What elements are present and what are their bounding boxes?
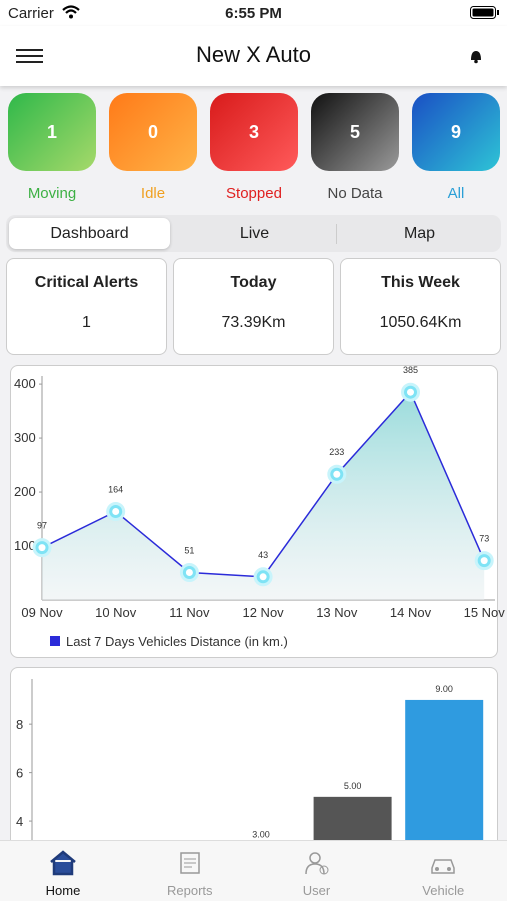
x-tick-label: 12 Nov bbox=[242, 605, 284, 620]
tab[interactable]: Live bbox=[239, 224, 270, 242]
status-label: No Data bbox=[327, 185, 383, 202]
wifi-icon bbox=[62, 5, 80, 19]
nav-icon bbox=[431, 859, 455, 874]
data-label: 3.00 bbox=[252, 829, 270, 839]
legend-label: Last 7 Days Vehicles Distance (in km.) bbox=[66, 634, 288, 649]
nav-item[interactable]: User bbox=[254, 841, 380, 901]
summary-card: Today 73.39Km bbox=[173, 258, 334, 355]
nav-item[interactable]: Vehicle bbox=[380, 841, 506, 901]
data-label: 385 bbox=[403, 365, 418, 375]
x-tick-label: 10 Nov bbox=[95, 605, 137, 620]
status-label: Moving bbox=[27, 185, 77, 202]
point-core bbox=[38, 544, 46, 552]
notification-button[interactable] bbox=[469, 48, 483, 64]
point-core bbox=[407, 388, 414, 396]
point-core bbox=[259, 573, 267, 581]
tab-bar: Dashboard Live Map bbox=[6, 215, 501, 252]
y-tick-label: 8 bbox=[16, 717, 23, 732]
nav-icon bbox=[180, 852, 200, 874]
nav-label: Reports bbox=[166, 883, 213, 898]
data-label: 164 bbox=[108, 484, 123, 494]
x-tick-label: 15 Nov bbox=[464, 605, 506, 620]
status-label: All bbox=[447, 185, 465, 202]
card-value: 1050.64Km bbox=[379, 314, 462, 331]
status-tile[interactable]: 9 bbox=[412, 93, 500, 171]
card-title: Critical Alerts bbox=[34, 274, 139, 291]
card-title: Today bbox=[230, 274, 277, 291]
carrier: Carrier bbox=[8, 5, 54, 22]
nav-item[interactable]: Home bbox=[0, 841, 126, 901]
data-label: 233 bbox=[329, 447, 344, 457]
nav-label: User bbox=[302, 883, 331, 898]
data-label: 5.00 bbox=[344, 781, 362, 791]
line-chart: 100 200 300 400 09 Nov 10 Nov 11 Nov 12 Nov 13 N… bbox=[14, 365, 506, 649]
point-core bbox=[480, 557, 488, 565]
card-title: This Week bbox=[381, 274, 460, 291]
y-tick-label: 400 bbox=[14, 376, 36, 391]
data-label: 9.00 bbox=[435, 684, 453, 694]
area bbox=[42, 392, 485, 600]
card-value: 73.39Km bbox=[221, 314, 286, 331]
status-tile[interactable]: 5 bbox=[311, 93, 399, 171]
card-value: 1 bbox=[82, 314, 91, 331]
data-label: 73 bbox=[479, 534, 489, 544]
bar bbox=[405, 699, 484, 840]
status-tile[interactable]: 3 bbox=[210, 93, 298, 171]
x-tick-label: 14 Nov bbox=[390, 605, 432, 620]
bar-chart: 4 6 8 3.00 5.00 9.00 bbox=[16, 679, 484, 840]
status-bar: Carrier 6:55 PM bbox=[0, 0, 507, 26]
x-tick-label: 13 Nov bbox=[316, 605, 358, 620]
bar bbox=[313, 796, 392, 840]
menu-button[interactable] bbox=[16, 48, 44, 66]
tab[interactable]: Dashboard bbox=[9, 218, 170, 249]
status-label: Idle bbox=[140, 185, 166, 202]
y-tick-label: 100 bbox=[14, 538, 36, 553]
data-label: 97 bbox=[37, 521, 47, 531]
nav-icon bbox=[304, 852, 328, 875]
point-core bbox=[185, 568, 193, 576]
battery-icon bbox=[470, 6, 499, 19]
data-label: 51 bbox=[184, 545, 194, 555]
tab[interactable]: Map bbox=[403, 224, 436, 242]
x-tick-label: 09 Nov bbox=[21, 605, 63, 620]
summary-card: Critical Alerts 1 bbox=[6, 258, 167, 355]
nav-label: Home bbox=[45, 883, 81, 898]
status-tile[interactable]: 1 bbox=[8, 93, 96, 171]
nav-label: Vehicle bbox=[422, 883, 465, 898]
clock: 6:55 PM bbox=[225, 5, 282, 22]
app-title: New X Auto bbox=[196, 42, 311, 67]
data-label: 43 bbox=[258, 550, 268, 560]
legend-swatch bbox=[50, 636, 60, 646]
nav-item[interactable]: Reports bbox=[127, 841, 253, 901]
y-tick-label: 300 bbox=[14, 430, 36, 445]
status-label: Stopped bbox=[226, 185, 282, 202]
nav-icon bbox=[50, 850, 76, 876]
bottom-nav: Home Reports User Vehicle bbox=[0, 840, 507, 901]
summary-card: This Week 1050.64Km bbox=[340, 258, 501, 355]
point-core bbox=[333, 470, 341, 478]
point-core bbox=[112, 507, 120, 515]
y-tick-label: 4 bbox=[16, 814, 23, 829]
y-tick-label: 6 bbox=[16, 766, 23, 781]
x-tick-label: 11 Nov bbox=[169, 605, 210, 620]
status-tile[interactable]: 0 bbox=[109, 93, 197, 171]
app-header: New X Auto bbox=[0, 26, 507, 86]
y-tick-label: 200 bbox=[14, 484, 36, 499]
